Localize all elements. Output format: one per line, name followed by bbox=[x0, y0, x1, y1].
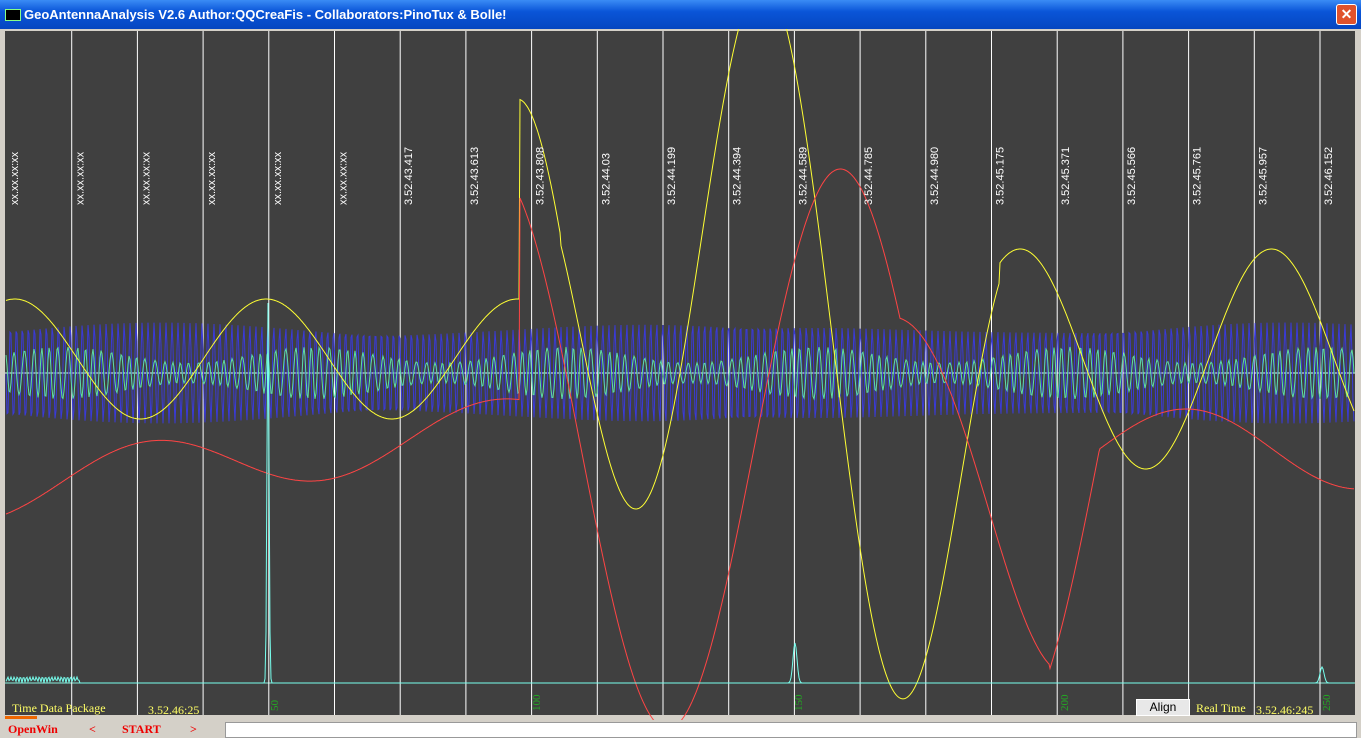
time-label: 3.52.45.957 bbox=[1257, 147, 1269, 205]
time-label: 3.52.43.417 bbox=[403, 147, 415, 205]
time-label: 3.52.44.980 bbox=[929, 147, 941, 205]
time-label: 3.52.44.785 bbox=[863, 147, 875, 205]
time-label: 3.52.45.761 bbox=[1192, 147, 1204, 205]
progress bbox=[5, 716, 37, 719]
yellow-wave bbox=[5, 29, 1355, 700]
sample-label: 50 bbox=[269, 700, 281, 712]
status-label: Real Time bbox=[1196, 701, 1246, 715]
window-title: GeoAntennaAnalysis V2.6 Author:QQCreaFis… bbox=[24, 7, 507, 22]
time-label: 3.52.44.394 bbox=[732, 147, 744, 205]
spectrum bbox=[5, 302, 1354, 684]
status-time: 3.52.46:245 bbox=[1256, 703, 1313, 717]
align-button[interactable]: Align bbox=[1136, 699, 1190, 716]
time-label: xx.xx.xx:xx bbox=[338, 151, 350, 205]
time-label: 3.52.44.589 bbox=[797, 147, 809, 205]
sample-label: 100 bbox=[531, 694, 543, 711]
blue-wave bbox=[5, 322, 1355, 424]
sample-label: 200 bbox=[1059, 694, 1071, 711]
time-label: xx.xx.xx:xx bbox=[9, 151, 21, 205]
open-button[interactable]: OpenWin bbox=[8, 722, 58, 736]
scope-display: xx.xx.xx:xx xx.xx.xx:xx xx.xx.xx:xx xx.xx.x… bbox=[3, 29, 1358, 720]
start-button[interactable]: START bbox=[122, 722, 161, 736]
time-label: 3.52.43.613 bbox=[469, 147, 481, 205]
status-time: 3.52.46:25 bbox=[148, 703, 199, 717]
prev-button[interactable]: < bbox=[89, 722, 96, 736]
scrollbar[interactable] bbox=[225, 722, 1357, 738]
time-label: 3.52.45.566 bbox=[1126, 147, 1138, 205]
time-label: xx.xx.xx:xx bbox=[75, 151, 87, 205]
time-label: 3.52.44.03 bbox=[600, 153, 612, 205]
status-label: Time Data Package bbox=[12, 701, 106, 715]
time-label: 3.52.45.175 bbox=[995, 147, 1007, 205]
time-label: xx.xx.xx:xx bbox=[272, 151, 284, 205]
time-label: 3.52.45.371 bbox=[1060, 147, 1072, 205]
time-label: 3.52.43.808 bbox=[535, 147, 547, 205]
time-label: xx.xx.xx:xx bbox=[206, 151, 218, 205]
app-icon bbox=[5, 9, 21, 21]
next-button[interactable]: > bbox=[190, 722, 197, 736]
time-label: 3.52.46.152 bbox=[1323, 147, 1335, 205]
title-bar: GeoAntennaAnalysis V2.6 Author:QQCreaFis… bbox=[0, 0, 1361, 29]
toolbar: OpenWin < START > bbox=[0, 720, 1361, 738]
red-wave bbox=[5, 168, 1355, 720]
sample-label: 150 bbox=[793, 694, 805, 711]
time-label: 3.52.44.199 bbox=[666, 147, 678, 205]
sample-label: 250 bbox=[1321, 694, 1333, 711]
time-label: xx.xx.xx:xx bbox=[140, 151, 152, 205]
close-button[interactable]: ✕ bbox=[1336, 4, 1357, 25]
